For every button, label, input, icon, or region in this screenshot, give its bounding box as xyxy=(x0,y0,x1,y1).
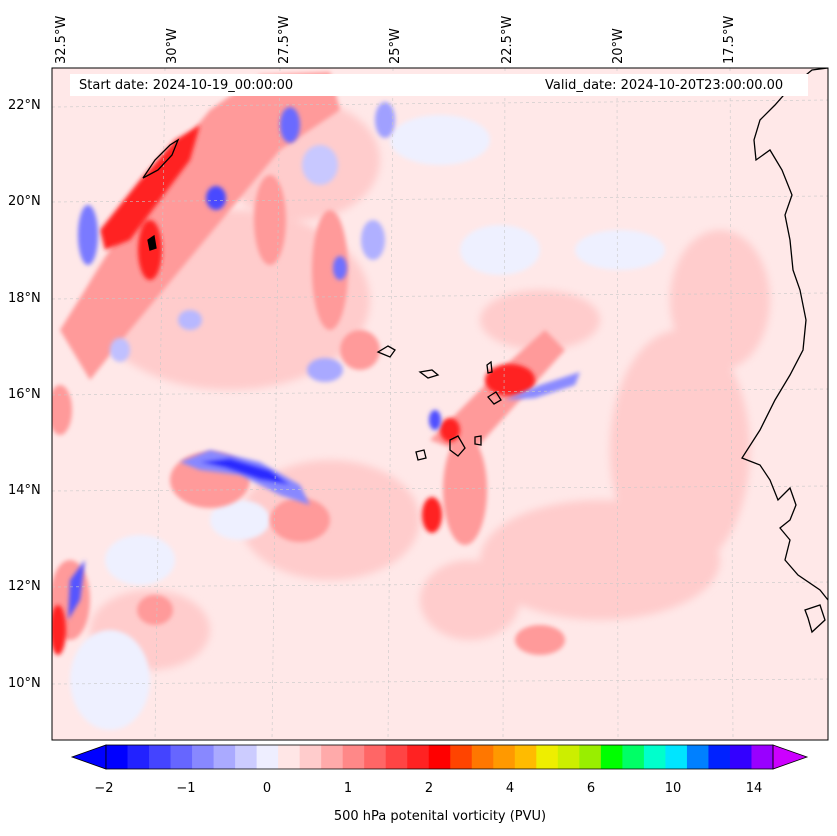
coastlines xyxy=(142,68,828,634)
colorbar-tick-label: 14 xyxy=(745,781,763,796)
colorbar-segment xyxy=(170,745,193,769)
colorbar-outline xyxy=(105,744,774,770)
lat-label: 22°N xyxy=(8,98,41,113)
lon-label: 25°W xyxy=(388,28,403,64)
colorbar-segment xyxy=(364,745,387,769)
africa-coastline xyxy=(741,68,828,601)
colorbar-segment xyxy=(213,745,236,769)
colorbar-segments xyxy=(106,745,774,769)
lat-label: 18°N xyxy=(8,291,41,306)
date-info-box xyxy=(70,74,808,96)
colorbar-segment xyxy=(299,745,322,769)
lat-label: 10°N xyxy=(8,676,41,691)
colorbar-segment xyxy=(278,745,301,769)
lat-label: 12°N xyxy=(8,579,41,594)
colorbar-extend-right xyxy=(772,744,809,770)
map-frame xyxy=(51,67,829,741)
negative-pv-bands xyxy=(68,102,580,620)
colorbar-segment xyxy=(192,745,215,769)
colorbar-segment xyxy=(407,745,430,769)
colorbar-segment xyxy=(127,745,150,769)
colorbar-segment xyxy=(665,745,688,769)
colorbar-segment xyxy=(450,745,473,769)
colorbar-segment xyxy=(256,745,279,769)
colorbar-segment xyxy=(385,745,408,769)
colorbar-segment xyxy=(622,745,645,769)
colorbar-segment xyxy=(751,745,774,769)
colorbar-tick-label: 4 xyxy=(505,781,515,796)
colorbar-segment xyxy=(514,745,537,769)
colorbar-segment xyxy=(149,745,172,769)
colorbar-segment xyxy=(428,745,451,769)
colorbar-segment xyxy=(729,745,752,769)
colorbar xyxy=(70,744,809,770)
lon-label: 30°W xyxy=(165,28,180,64)
lon-label: 17.5°W xyxy=(722,15,737,64)
colorbar-segment xyxy=(106,745,129,769)
colorbar-segment xyxy=(708,745,731,769)
start-date-text: Start date: 2024-10-19_00:00:00 xyxy=(79,78,294,93)
colorbar-segment xyxy=(686,745,709,769)
colorbar-segment xyxy=(471,745,494,769)
colorbar-title: 500 hPa potenital vorticity (PVU) xyxy=(333,809,547,824)
colorbar-extend-left xyxy=(70,744,107,770)
colorbar-segment xyxy=(493,745,516,769)
colorbar-tick-label: 10 xyxy=(664,781,682,796)
colorbar-segment xyxy=(536,745,559,769)
map-field xyxy=(52,68,828,740)
lon-label: 20°W xyxy=(611,28,626,64)
colorbar-tick-label: 0 xyxy=(262,781,272,796)
colorbar-segment xyxy=(600,745,623,769)
colorbar-segment xyxy=(579,745,602,769)
lat-label: 16°N xyxy=(8,387,41,402)
colorbar-segment xyxy=(321,745,344,769)
lon-label: 22.5°W xyxy=(500,15,515,64)
colorbar-tick-label: −2 xyxy=(94,781,114,796)
weak-negative-areas xyxy=(70,115,665,730)
colorbar-segment xyxy=(235,745,258,769)
colorbar-tick-label: 1 xyxy=(343,781,353,796)
colorbar-segment xyxy=(342,745,365,769)
colorbar-tick-label: 6 xyxy=(586,781,596,796)
colorbar-segment xyxy=(557,745,580,769)
graticule xyxy=(52,68,828,740)
colorbar-segment xyxy=(643,745,666,769)
valid-date-text: Valid_date: 2024-10-20T23:00:00.00 xyxy=(545,78,784,93)
lat-label: 20°N xyxy=(8,194,41,209)
colorbar-tick-label: −1 xyxy=(176,781,196,796)
colorbar-tick-label: 2 xyxy=(424,781,434,796)
lon-label: 27.5°W xyxy=(277,15,292,64)
lat-label: 14°N xyxy=(8,483,41,498)
lon-label: 32.5°W xyxy=(54,15,69,64)
